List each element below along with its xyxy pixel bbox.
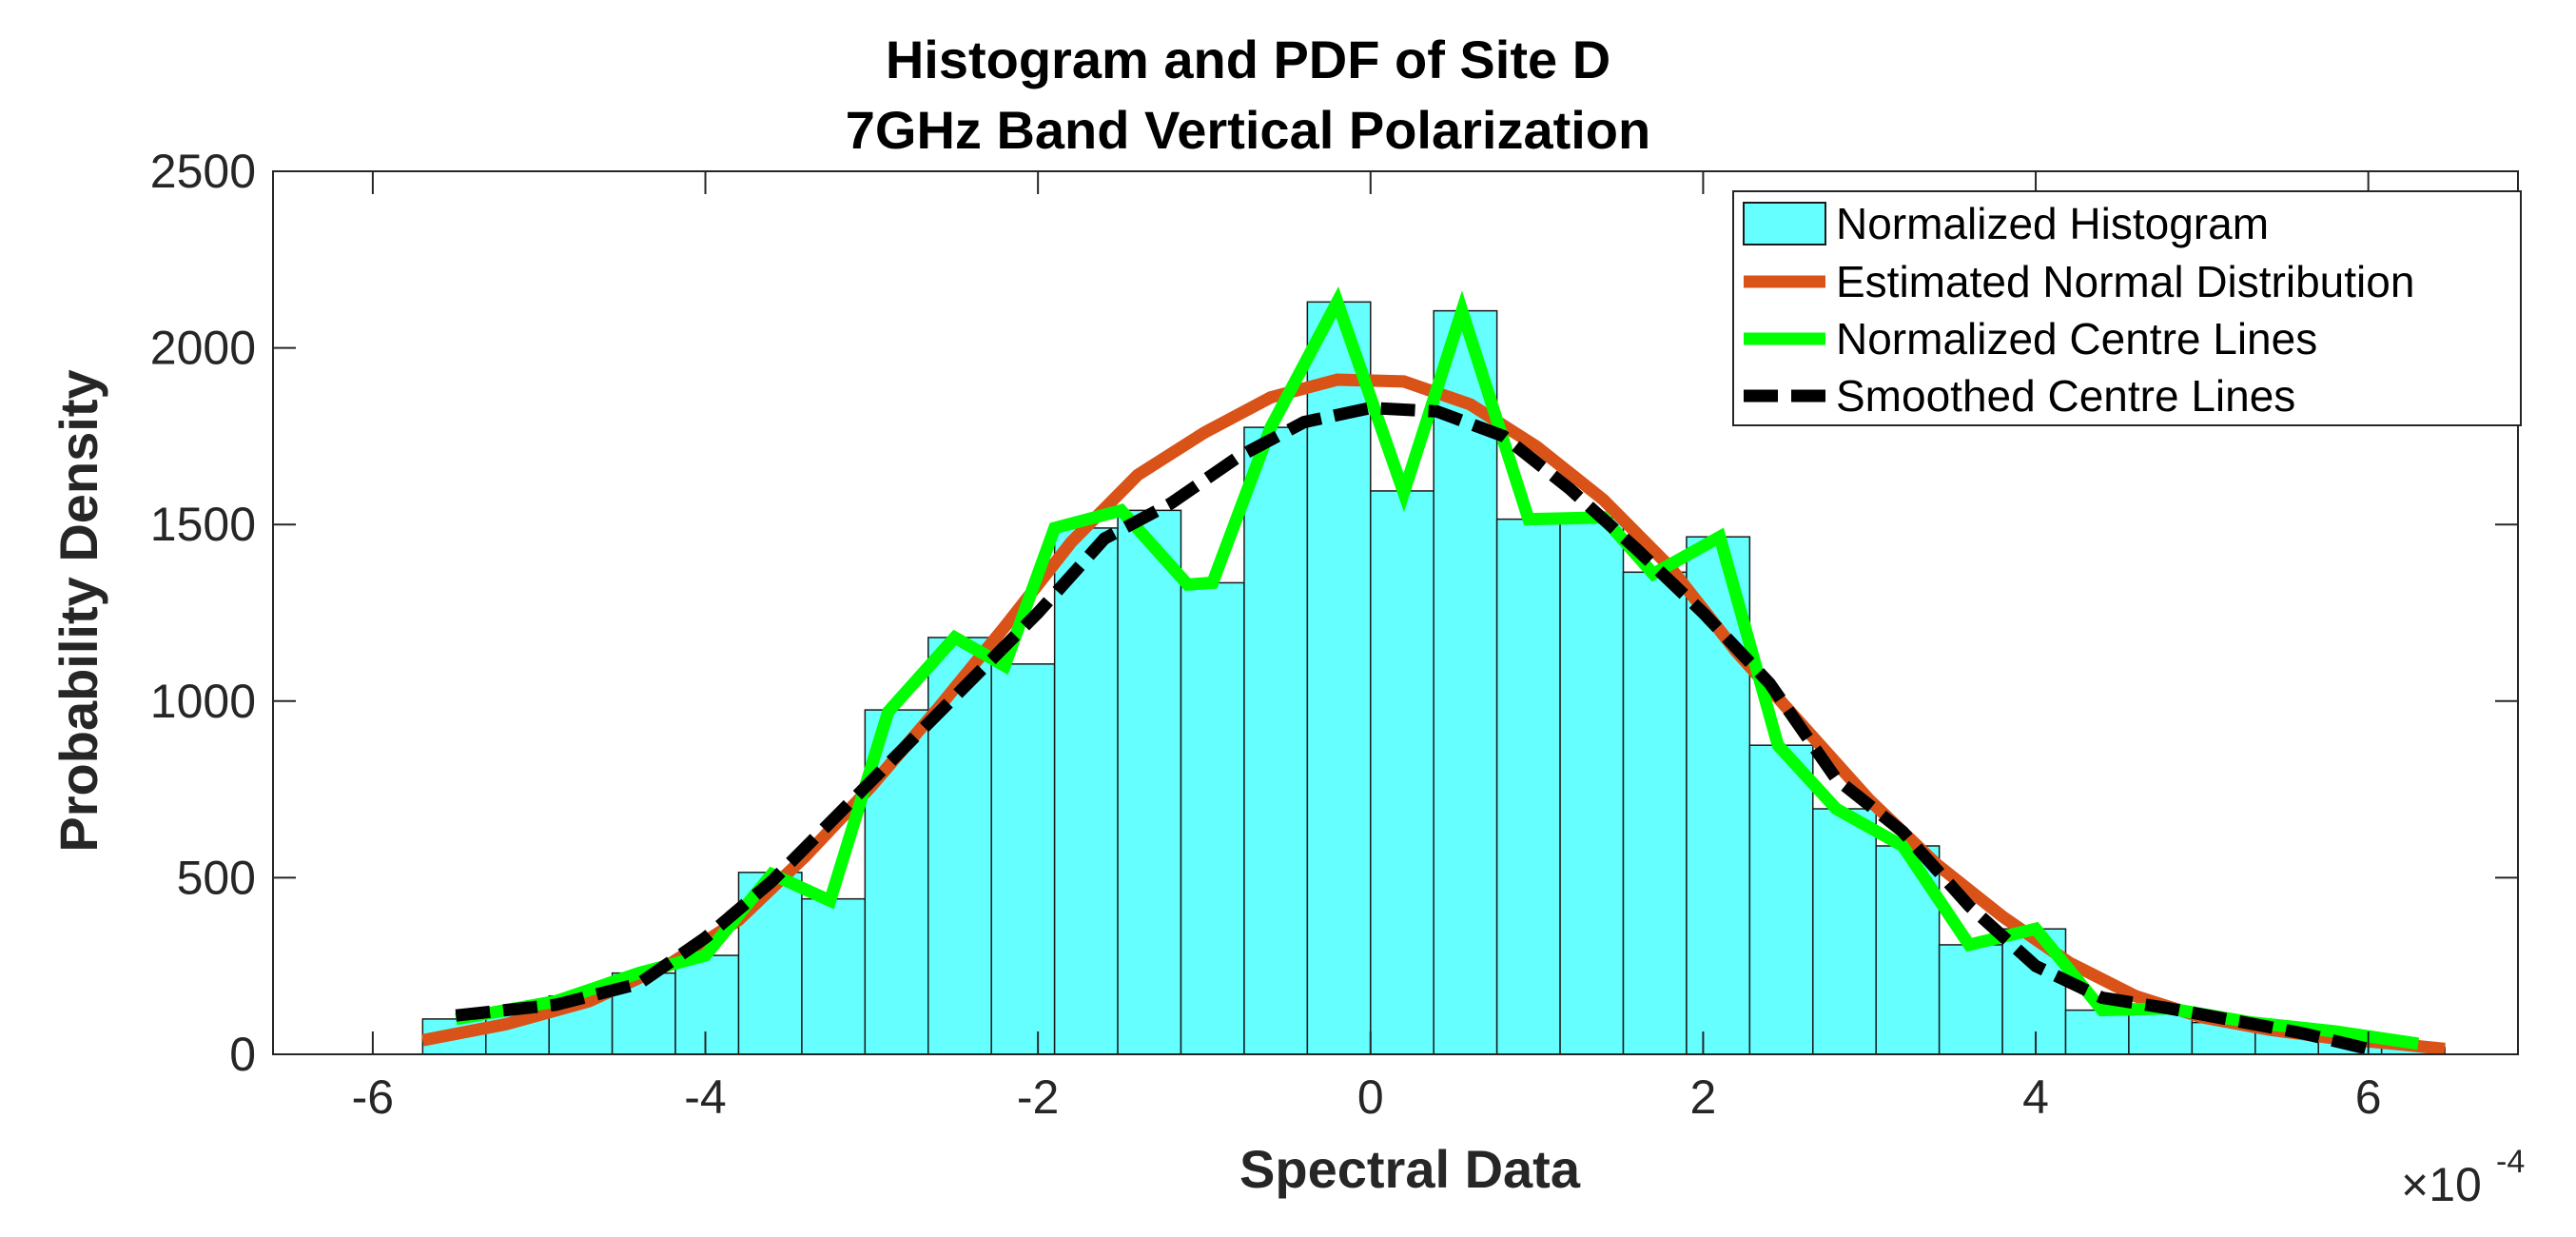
x-axis-multiplier: ×10 -4 [2401, 1144, 2525, 1211]
x-tick-label: -4 [684, 1070, 726, 1124]
y-tick-label: 2000 [150, 322, 256, 375]
y-tick-label: 500 [177, 851, 256, 904]
x-tick-label: -2 [1017, 1070, 1059, 1124]
x-axis-multiplier-exponent: -4 [2496, 1144, 2525, 1180]
histogram-bar [1938, 944, 2003, 1055]
y-tick-label: 0 [229, 1028, 256, 1081]
legend-entry-centre: Normalized Centre Lines [1836, 314, 2317, 363]
histogram-bar [801, 897, 867, 1055]
histogram-bar [1559, 517, 1625, 1055]
axes [272, 170, 2519, 1055]
chart-subtitle: 7GHz Band Vertical Polarization [846, 100, 1650, 160]
centre-lines [455, 286, 2420, 1050]
histogram-bar [1306, 301, 1372, 1055]
histogram-bar [990, 663, 1056, 1055]
legend-entry-smoothed: Smoothed Centre Lines [1836, 371, 2295, 421]
histogram-bar [1622, 571, 1688, 1055]
normal-distribution-line [421, 373, 2446, 1055]
histogram-bar [1812, 808, 1877, 1055]
y-tick-label: 1000 [150, 675, 256, 728]
histogram-bar [1180, 581, 1245, 1055]
histogram-bar [1370, 490, 1434, 1055]
histogram-bar [1495, 518, 1561, 1055]
legend-box [1732, 190, 2522, 426]
y-tick-label: 1500 [150, 498, 256, 551]
legend-entry-histogram: Normalized Histogram [1836, 199, 2269, 248]
legend-entry-normal: Estimated Normal Distribution [1836, 257, 2414, 306]
legend-swatch-histogram [1743, 202, 1826, 245]
histogram-bar [1117, 509, 1182, 1055]
x-tick-label: 2 [1690, 1070, 1717, 1124]
y-axis-label: Probability Density [49, 369, 108, 852]
legend: Normalized Histogram Estimated Normal Di… [1732, 190, 2522, 426]
tick-labels: -6 -4 -2 0 2 4 6 0 500 1000 1500 2000 2500 [150, 145, 2382, 1124]
y-tick-label: 2500 [150, 145, 256, 198]
x-tick-label: 6 [2355, 1070, 2382, 1124]
histogram-bar [674, 954, 740, 1055]
histogram-bar [2064, 1009, 2130, 1055]
x-tick-label: 4 [2022, 1070, 2049, 1124]
smoothed-centre-lines [455, 402, 2371, 1055]
axes-box [272, 170, 2519, 1055]
histogram-bar [1748, 744, 1814, 1055]
x-axis-label: Spectral Data [1239, 1139, 1581, 1199]
histogram-bar [1243, 426, 1309, 1055]
x-axis-multiplier-base: ×10 [2401, 1158, 2482, 1211]
series-lines [421, 286, 2446, 1055]
chart-title: Histogram and PDF of Site D [886, 29, 1610, 89]
histogram-bar [1053, 527, 1119, 1055]
x-tick-label: 0 [1357, 1070, 1384, 1124]
x-tick-label: -6 [352, 1070, 394, 1124]
